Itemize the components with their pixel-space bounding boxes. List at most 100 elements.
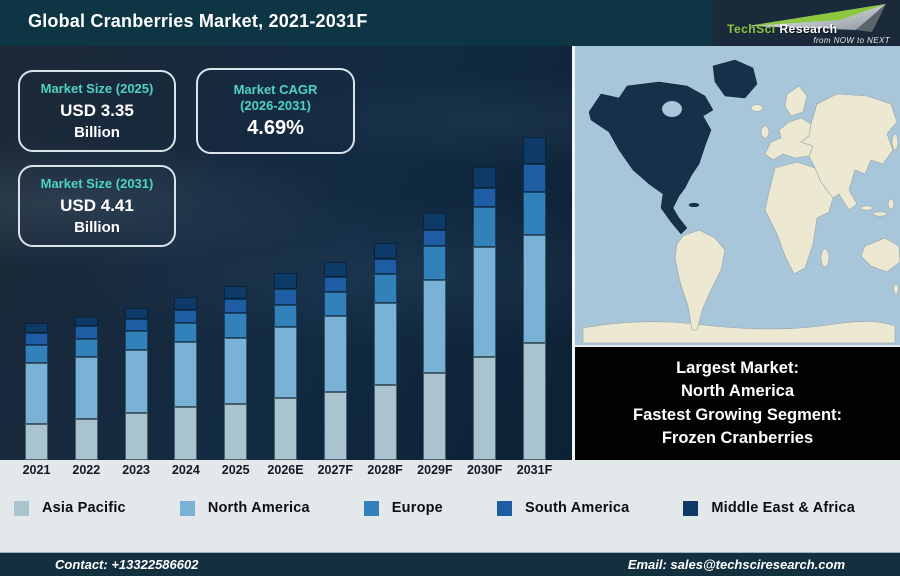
chart-legend: Asia Pacific North America Europe South Ame… [0, 500, 900, 516]
chart-panel: Market Size (2025) USD 3.35 Billion Mark… [0, 46, 572, 460]
header-bar: Global Cranberries Market, 2021-2031F Te… [0, 0, 900, 47]
bar-segment-asia-pacific [25, 424, 48, 460]
footer-contact: Contact: +13322586602 [55, 557, 199, 572]
legend-item-south-america: South America [496, 500, 630, 516]
x-axis-label-2023: 2023 [122, 463, 150, 477]
bar-segment-south-america [174, 310, 198, 323]
bar-2025 [224, 286, 248, 460]
bar-segment-europe [174, 323, 198, 342]
bar-segment-north-america [74, 357, 98, 419]
bar-segment-asia-pacific [523, 343, 546, 460]
bar-segment-asia-pacific [373, 385, 397, 460]
footer-email: Email: sales@techsciresearch.com [627, 557, 845, 572]
logo-wordmark: TechSci Research [727, 22, 838, 36]
market-size-2031-box: Market Size (2031) USD 4.41 Billion [18, 165, 176, 247]
callout-line-2: North America [680, 382, 795, 401]
x-axis-label-2027F: 2027F [317, 463, 354, 477]
bar-segment-middle-east-africa [274, 273, 297, 289]
bar-segment-south-america [423, 230, 447, 246]
x-axis-label-2022: 2022 [72, 463, 101, 477]
techsci-logo: TechSci Research from NOW to NEXT [713, 0, 900, 47]
bar-segment-asia-pacific [174, 407, 198, 460]
bar-2031F [523, 137, 546, 460]
callout-line-1: Largest Market: [676, 358, 799, 377]
bar-2027F [323, 262, 347, 460]
callout-line-3: Fastest Growing Segment: [632, 405, 843, 424]
bar-2028F [373, 243, 397, 460]
bar-segment-south-america [25, 333, 48, 345]
bar-segment-south-america [274, 289, 297, 305]
market-cagr-value: 4.69% [247, 117, 304, 140]
legend-item-north-america: North America [179, 500, 310, 516]
logo-arrow-icon [748, 4, 886, 32]
bar-segment-europe [124, 331, 148, 350]
bar-segment-south-america [373, 259, 397, 274]
legend-swatch-middle-east-africa [683, 500, 699, 516]
legend-swatch-europe [363, 500, 379, 516]
main-content: Market Size (2025) USD 3.35 Billion Mark… [0, 46, 900, 460]
bar-segment-north-america [174, 342, 198, 407]
market-size-2031-unit: Billion [74, 218, 120, 236]
legend-label-middle-east-africa: Middle East & Africa [711, 500, 856, 516]
market-size-2025-label: Market Size (2025) [40, 81, 154, 97]
logo-brand2: Research [779, 22, 838, 36]
bar-segment-middle-east-africa [124, 308, 148, 319]
bar-segment-europe [373, 274, 397, 303]
bar-segment-middle-east-africa [473, 167, 497, 188]
market-cagr-box: Market CAGR (2026-2031) 4.69% [196, 68, 355, 154]
bar-segment-north-america [423, 280, 447, 373]
market-size-2025-value: USD 3.35 [60, 100, 134, 120]
map-panel: Largest Market: North America Fastest Gr… [572, 46, 900, 460]
bar-segment-north-america [25, 363, 48, 424]
bar-segment-europe [423, 246, 447, 280]
legend-swatch-south-america [496, 500, 512, 516]
bar-segment-europe [25, 345, 48, 363]
bar-segment-south-america [124, 319, 148, 331]
bar-segment-asia-pacific [124, 413, 148, 460]
legend-label-south-america: South America [524, 500, 630, 516]
market-size-2031-value: USD 4.41 [60, 195, 134, 215]
bar-segment-europe [323, 292, 347, 316]
x-axis-label-2025: 2025 [221, 463, 250, 477]
bar-2026E [274, 273, 297, 460]
bar-segment-asia-pacific [323, 392, 347, 460]
bar-segment-europe [74, 339, 98, 357]
legend-swatch-asia-pacific [14, 500, 29, 516]
bar-2021 [25, 323, 48, 460]
bar-segment-middle-east-africa [25, 323, 48, 333]
bar-segment-north-america [473, 247, 497, 357]
legend-label-north-america: North America [207, 500, 310, 516]
bar-segment-south-america [74, 326, 98, 339]
market-cagr-label: Market CAGR (2026-2031) [233, 81, 318, 113]
bar-2029F [423, 213, 447, 460]
map-hudson-bay [662, 101, 682, 117]
market-size-2031-label: Market Size (2031) [40, 176, 154, 192]
x-axis-label-2031F: 2031F [516, 463, 553, 477]
bar-segment-europe [473, 207, 497, 247]
world-map [575, 46, 900, 345]
legend-item-middle-east-africa: Middle East & Africa [683, 500, 855, 516]
bar-segment-north-america [124, 350, 148, 413]
legend-label-asia-pacific: Asia Pacific [42, 500, 126, 516]
x-axis-label-2026E: 2026E [267, 463, 304, 477]
bar-segment-europe [224, 313, 248, 338]
bar-segment-asia-pacific [224, 404, 248, 460]
largest-market-callout: Largest Market: North America Fastest Gr… [575, 345, 900, 460]
x-axis-label-2021: 2021 [22, 463, 51, 477]
bar-segment-north-america [274, 327, 297, 398]
footer-bar: Contact: +13322586602 Email: sales@techs… [0, 552, 900, 576]
bar-segment-asia-pacific [274, 398, 297, 460]
x-axis-label-2024: 2024 [171, 463, 200, 477]
callout-line-4: Frozen Cranberries [661, 428, 814, 447]
bottom-band: 2021 2022 2023 2024 2025 2026E 2027F 2028F 2029F… [0, 460, 900, 552]
bar-segment-asia-pacific [423, 373, 447, 460]
x-axis-label-2028F: 2028F [367, 463, 403, 477]
logo-brand1: TechSci [727, 22, 776, 36]
legend-swatch-north-america [179, 500, 195, 516]
legend-item-europe: Europe [363, 500, 443, 516]
legend-item-asia-pacific: Asia Pacific [14, 500, 126, 516]
page-title: Global Cranberries Market, 2021-2031F [28, 11, 368, 31]
bar-segment-south-america [323, 277, 347, 292]
bar-2023 [124, 308, 148, 460]
